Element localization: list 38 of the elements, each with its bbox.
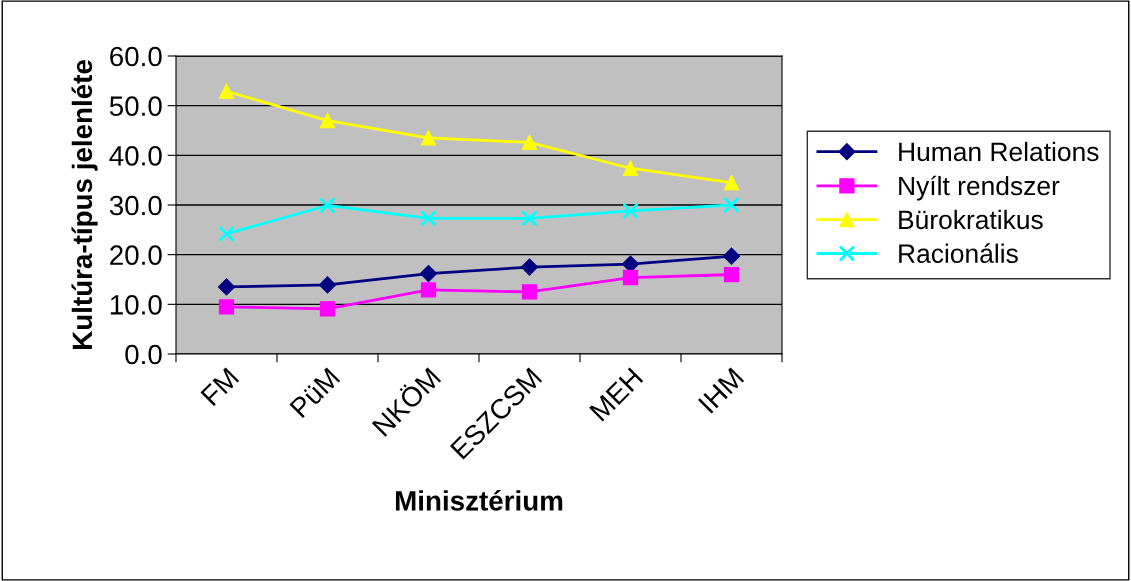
point [723,266,740,283]
point [622,202,639,220]
y-tick-label: 10.0 [110,295,162,315]
point [521,134,538,151]
legend-label: Racionális [899,243,1018,263]
x-tick-label: IHM [698,367,745,414]
point [419,264,438,283]
y-tick-label: 20.0 [110,245,162,266]
point [218,83,235,99]
point [319,197,336,214]
y-tick-label: 60.0 [110,46,162,67]
y-tick-label: 30.0 [109,195,162,216]
point [319,112,336,129]
point [622,160,639,176]
y-axis-title: Kultúra-típus jelenléte [71,60,98,349]
legend-label: Human Relations [899,141,1099,162]
point [318,276,337,294]
point [622,269,639,286]
point [723,175,740,191]
legend-label: Nyílt rendszer [899,175,1060,201]
x-axis-title: Minisztérium [395,490,563,511]
point [723,196,740,214]
y-tick-label: 0.0 [125,344,162,365]
point [217,278,236,296]
point [521,210,538,227]
y-tick-label: 40.0 [109,146,162,166]
legend-label: Bürokratikus [899,209,1043,230]
point [420,282,437,298]
y-tick-label: 50.0 [109,96,162,117]
point [218,225,235,243]
point [218,299,235,315]
point [520,258,539,276]
point [420,210,437,227]
point [319,301,336,317]
point [521,284,538,300]
point [722,247,741,265]
point [420,130,437,146]
x-tick-label: FM [200,367,240,407]
